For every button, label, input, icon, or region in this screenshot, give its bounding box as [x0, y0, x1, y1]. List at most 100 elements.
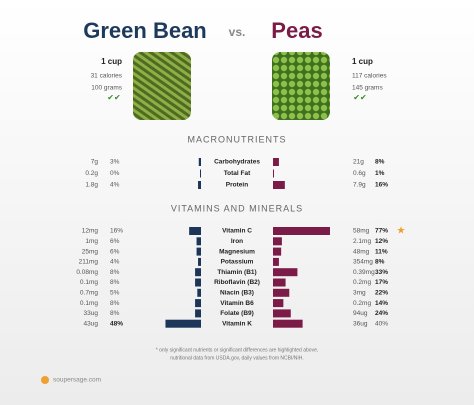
right-amount: 36ug: [353, 320, 368, 327]
left-amount: 0.7mg: [80, 290, 98, 297]
left-amount: 0.1mg: [80, 279, 98, 286]
left-bar: [195, 299, 201, 308]
left-amount: 0.2g: [85, 170, 98, 177]
nutrient-name: Carbohydrates: [214, 159, 260, 166]
right-calories: 117 calories: [352, 73, 387, 80]
left-serving: 1 cup: [101, 57, 122, 66]
nutrient-name: Magnesium: [219, 248, 255, 255]
logo: [41, 376, 49, 384]
right-bar: [273, 278, 286, 287]
left-bar: [165, 319, 201, 328]
nutrient-name: Total Fat: [224, 170, 251, 177]
left-percent: 48%: [110, 320, 123, 327]
right-food-name: Peas: [271, 18, 322, 43]
nutrient-name: Vitamin C: [222, 228, 252, 235]
right-percent: 8%: [375, 159, 385, 166]
right-bar: [273, 288, 290, 297]
left-amount: 1.8g: [85, 182, 98, 189]
left-amount: 33ug: [84, 310, 99, 317]
left-weight: 100 grams: [91, 85, 122, 92]
left-percent: 6%: [110, 248, 120, 255]
left-percent: 5%: [110, 290, 120, 297]
right-amount: 48mg: [353, 248, 370, 255]
right-percent: 16%: [375, 182, 388, 189]
right-percent: 77%: [375, 228, 388, 235]
right-amount: 0.39mg: [353, 269, 375, 276]
left-percent: 16%: [110, 228, 123, 235]
right-amount: 0.2mg: [353, 300, 371, 307]
nutrient-name: Potassium: [221, 259, 254, 266]
nutrient-name: Vitamin K: [222, 320, 252, 327]
left-percent: 4%: [110, 182, 120, 189]
right-percent: 17%: [375, 279, 388, 286]
nutrient-name: Niacin (B3): [220, 290, 254, 297]
left-amount: 7g: [91, 159, 99, 166]
right-amount: 3mg: [353, 290, 366, 297]
right-amount: 21g: [353, 159, 364, 166]
right-percent: 24%: [375, 310, 388, 317]
right-amount: 7.9g: [353, 182, 366, 189]
section-title: VITAMINS AND MINERALS: [171, 203, 303, 213]
left-calories: 31 calories: [91, 73, 123, 80]
nutrient-name: Folate (B9): [220, 310, 254, 317]
right-percent: 12%: [375, 238, 388, 245]
vs-label: vs.: [229, 25, 246, 39]
right-amount: 0.6g: [353, 170, 366, 177]
right-bar: [273, 237, 282, 246]
left-bar: [195, 268, 201, 277]
check-icons: ✔✔: [353, 93, 366, 102]
left-amount: 43ug: [84, 320, 99, 327]
right-weight: 145 grams: [352, 85, 383, 92]
left-percent: 8%: [110, 279, 120, 286]
left-bar: [196, 237, 201, 246]
right-bar: [273, 181, 285, 189]
left-percent: 8%: [110, 300, 120, 307]
left-bar: [196, 247, 201, 256]
nutrient-name: Thiamin (B1): [217, 269, 256, 276]
left-amount: 1mg: [85, 238, 98, 245]
left-bar: [198, 257, 201, 266]
right-bar: [273, 319, 303, 328]
footnote: nutritional data from USDA.gov, daily va…: [170, 355, 304, 361]
nutrient-name: Iron: [231, 238, 243, 245]
left-bar: [200, 169, 201, 178]
left-bar: [189, 227, 201, 235]
left-amount: 0.1mg: [80, 300, 98, 307]
left-percent: 6%: [110, 238, 120, 245]
left-percent: 8%: [110, 310, 120, 317]
left-bar: [198, 181, 201, 189]
nutrient-name: Riboflavin (B2): [214, 279, 260, 286]
nutrient-name: Protein: [226, 182, 248, 189]
left-amount: 0.08mg: [76, 269, 98, 276]
peas-image: [272, 52, 330, 120]
right-bar: [273, 309, 291, 318]
left-percent: 0%: [110, 170, 120, 177]
right-percent: 40%: [375, 320, 388, 327]
right-bar: [273, 247, 282, 256]
right-percent: 1%: [375, 170, 385, 177]
right-bar: [273, 158, 279, 166]
right-percent: 22%: [375, 290, 388, 297]
right-serving: 1 cup: [352, 57, 373, 66]
left-bar: [197, 288, 201, 297]
right-amount: 58mg: [353, 228, 370, 235]
right-percent: 14%: [375, 300, 388, 307]
left-bar: [195, 278, 201, 287]
left-amount: 12mg: [82, 228, 99, 235]
right-bar: [273, 227, 330, 235]
right-amount: 0.2mg: [353, 279, 371, 286]
right-amount: 2.1mg: [353, 238, 371, 245]
left-percent: 4%: [110, 259, 120, 266]
right-percent: 33%: [375, 269, 388, 276]
section-title: MACRONUTRIENTS: [188, 134, 287, 144]
right-percent: 11%: [375, 248, 388, 255]
check-icons: ✔✔: [107, 93, 120, 102]
green-bean-image: [133, 52, 191, 120]
left-amount: 211mg: [79, 259, 99, 266]
right-bar: [273, 299, 284, 308]
left-bar: [198, 158, 201, 166]
right-bar: [273, 257, 279, 266]
left-food-name: Green Bean: [83, 18, 207, 43]
